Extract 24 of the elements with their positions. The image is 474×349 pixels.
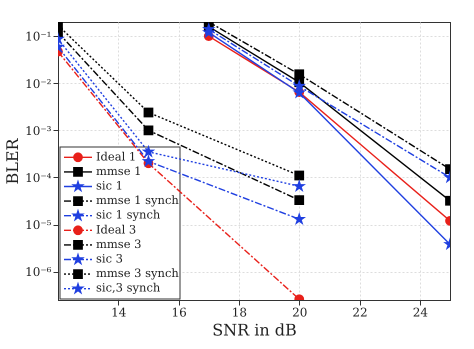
y-tick-label: 10⁻⁵ [25, 218, 52, 232]
x-tick-label: 14 [111, 306, 127, 320]
legend-label: sic 1 [96, 178, 123, 192]
legend-label: mmse 3 synch [96, 266, 180, 280]
y-tick-label: 10⁻³ [25, 124, 52, 138]
y-tick-label: 10⁻² [25, 76, 52, 91]
x-tick-label: 16 [171, 306, 187, 320]
y-tick-label: 10⁻¹ [25, 30, 52, 44]
legend-label: mmse 3 [96, 236, 142, 251]
legend-label: sic 3 [96, 252, 123, 266]
legend-label: Ideal 1 [96, 149, 136, 164]
legend-label: sic 1 synch [96, 208, 161, 222]
y-tick-label: 10⁻⁶ [25, 265, 52, 280]
x-tick-label: 24 [412, 306, 428, 320]
x-tick-label: 22 [352, 306, 368, 320]
legend-label: mmse 1 synch [96, 193, 180, 208]
legend-label: sic,3 synch [96, 280, 161, 295]
legend-label: Ideal 3 [96, 222, 136, 236]
legend-label: mmse 1 [96, 164, 142, 178]
y-axis-title: BLER [3, 137, 22, 185]
y-tick-label: 10⁻⁴ [25, 170, 52, 185]
x-tick-label: 20 [292, 306, 308, 320]
x-axis-title: SNR in dB [212, 320, 297, 340]
x-tick-label: 18 [232, 306, 248, 320]
